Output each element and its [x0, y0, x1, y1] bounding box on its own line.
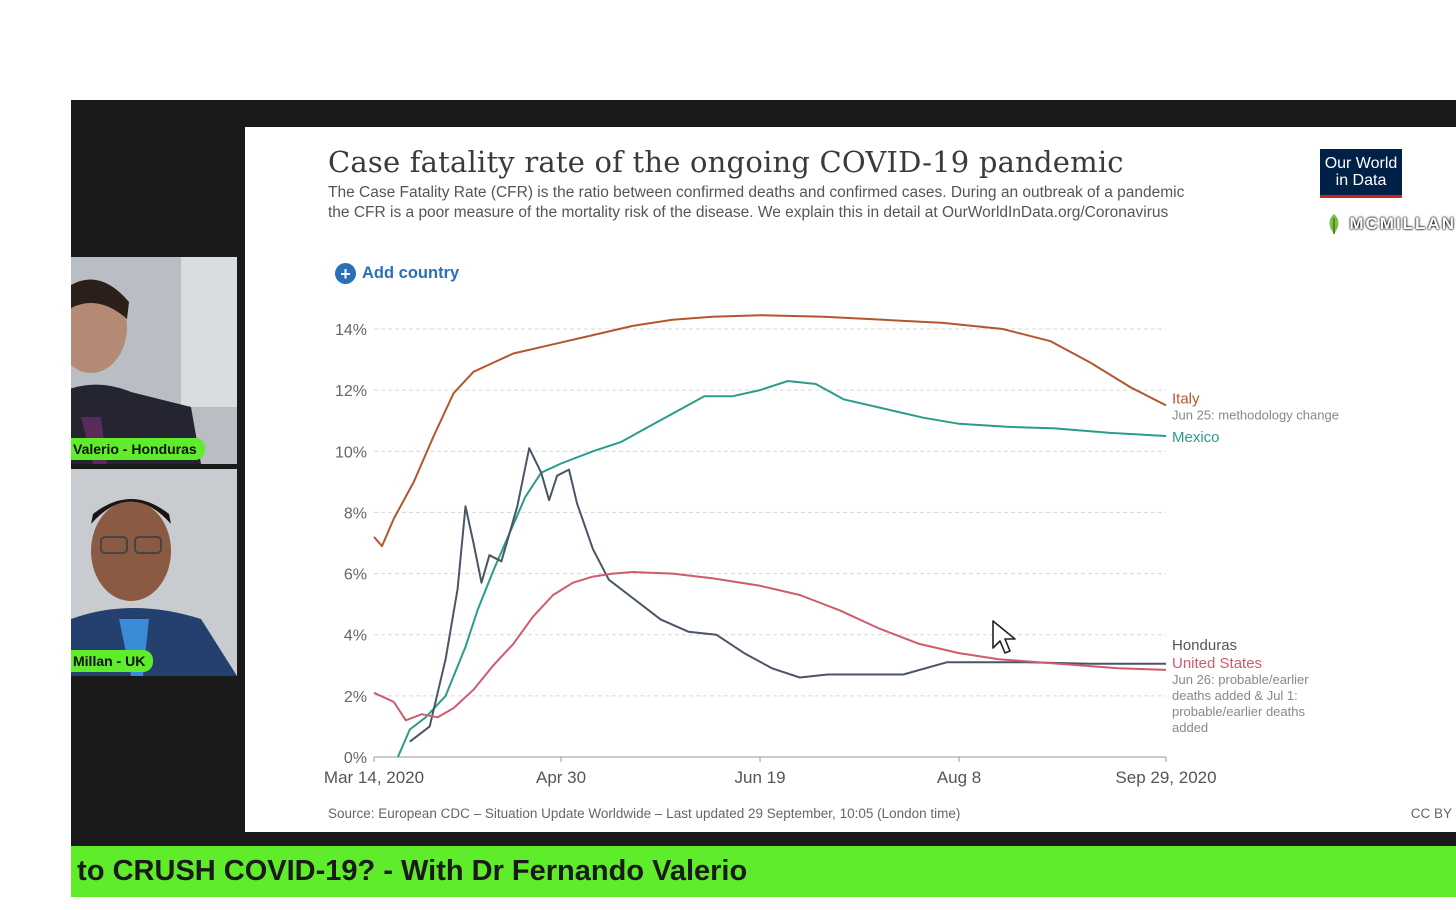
owid-logo: Our World in Data	[1320, 149, 1402, 198]
brand-logo: MCMILLAN	[1323, 212, 1456, 236]
series-label-italy: Italy	[1172, 390, 1200, 407]
shared-slide: Case fatality rate of the ongoing COVID-…	[245, 127, 1456, 832]
chart-source: Source: European CDC – Situation Update …	[328, 806, 961, 821]
x-tick-label: Mar 14, 2020	[324, 768, 424, 787]
banner-text: e to CRUSH COVID-19? - With Dr Fernando …	[71, 855, 748, 887]
video-call-stage: Valerio - Honduras Millan - UK Case fata…	[71, 100, 1456, 846]
brand-name: MCMILLAN	[1349, 214, 1456, 233]
x-tick-label: Aug 8	[937, 768, 981, 787]
chart-subtitle: The Case Fatality Rate (CFR) is the rati…	[328, 184, 1185, 221]
x-tick-label: Sep 29, 2020	[1115, 768, 1216, 787]
series-line-mexico	[396, 380, 1167, 758]
y-tick-label: 14%	[335, 322, 367, 339]
series-note-united-states: added	[1172, 720, 1208, 735]
lower-third-banner: e to CRUSH COVID-19? - With Dr Fernando …	[71, 846, 1456, 897]
participant-video-valerio[interactable]: Valerio - Honduras	[71, 257, 237, 464]
participant-silhouette-2	[71, 469, 237, 676]
series-note-united-states: probable/earlier deaths	[1172, 704, 1305, 719]
participant-silhouette-1	[71, 257, 237, 464]
series-line-united-states	[373, 571, 1167, 722]
mouse-cursor-icon	[992, 620, 1016, 654]
y-tick-label: 8%	[344, 505, 367, 522]
add-country-button[interactable]: + Add country	[335, 263, 459, 284]
leaf-icon	[1329, 214, 1339, 234]
plus-circle-icon: +	[335, 263, 356, 284]
series-line-honduras	[409, 447, 1166, 743]
series-label-united-states: United States	[1172, 655, 1262, 672]
y-tick-label: 10%	[335, 444, 367, 461]
series-label-honduras: Honduras	[1172, 637, 1237, 654]
y-tick-label: 12%	[335, 383, 367, 400]
participant-name-tag: Valerio - Honduras	[71, 438, 205, 460]
series-note-united-states: Jun 26: probable/earlier	[1172, 672, 1309, 687]
y-tick-label: 4%	[344, 628, 367, 645]
x-tick-label: Jun 19	[735, 768, 786, 787]
chart-title: Case fatality rate of the ongoing COVID-…	[328, 145, 1124, 179]
y-tick-label: 0%	[344, 750, 367, 767]
series-label-mexico: Mexico	[1172, 429, 1220, 446]
participant-video-millan[interactable]: Millan - UK	[71, 469, 237, 676]
series-note-united-states: deaths added & Jul 1:	[1172, 688, 1298, 703]
license-label: CC BY	[1410, 806, 1452, 821]
line-chart: 0% 2% 4% 6% 8% 10% 12% 14% Mar 14, 2020 Apr 30 Jun…	[324, 314, 1339, 787]
y-tick-label: 2%	[344, 689, 367, 706]
series-note-italy: Jun 25: methodology change	[1172, 407, 1339, 422]
x-tick-label: Apr 30	[536, 768, 586, 787]
add-country-label: Add country	[362, 264, 460, 282]
y-tick-label: 6%	[344, 567, 367, 584]
series-line-italy	[373, 314, 1167, 548]
participant-name-tag: Millan - UK	[71, 650, 154, 672]
